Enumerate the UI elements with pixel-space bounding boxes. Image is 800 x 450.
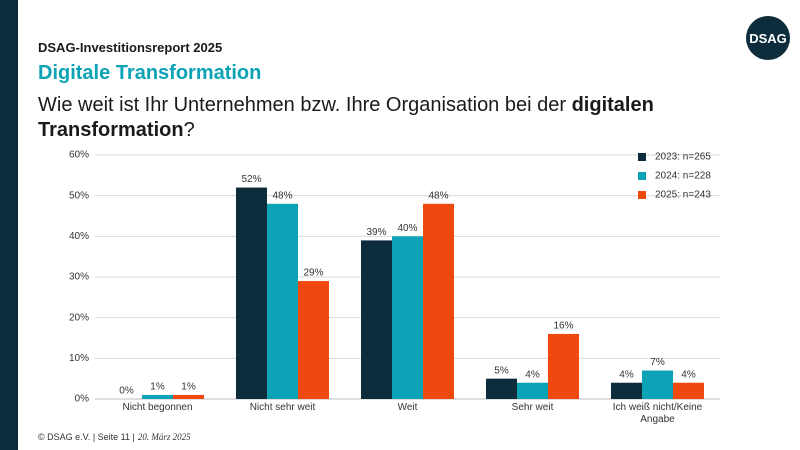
- legend-label: 2024: n=228: [655, 171, 711, 182]
- value-label: 4%: [619, 369, 634, 380]
- side-bar: [0, 0, 18, 450]
- bar: [423, 203, 454, 399]
- value-label: 4%: [681, 369, 696, 380]
- bar: [361, 240, 392, 399]
- x-tick-box: Nicht begonnen: [122, 402, 193, 413]
- bar: [142, 394, 173, 399]
- bar: [486, 378, 517, 399]
- y-tick-label: 50%: [69, 190, 89, 201]
- question-emphasis: digitalen: [571, 94, 654, 116]
- question-text: Wie weit ist Ihr Unternehmen bzw. Ihre O…: [38, 94, 572, 116]
- bar: [517, 382, 548, 399]
- question-text: ?: [183, 119, 195, 141]
- legend-swatch: [638, 172, 646, 180]
- value-label: 1%: [181, 382, 196, 393]
- bar: [173, 394, 204, 399]
- legend-swatch: [638, 153, 646, 161]
- y-tick-label: 10%: [69, 353, 89, 364]
- legend-label: 2025: n=243: [655, 190, 711, 201]
- footer-text: © DSAG e.V. | Seite 11 |: [38, 432, 135, 442]
- bar: [298, 281, 329, 399]
- x-tick-label: Ich weiß nicht/Keine Angabe: [612, 402, 703, 425]
- bar: [392, 236, 423, 399]
- y-tick-label: 30%: [69, 272, 89, 283]
- value-label: 5%: [494, 365, 509, 376]
- bar: [611, 382, 642, 399]
- value-label: 48%: [272, 190, 292, 201]
- value-label: 52%: [241, 174, 261, 185]
- report-title: DSAG-Investitionsreport 2025: [38, 40, 223, 55]
- bar: [548, 333, 579, 399]
- bar: [267, 203, 298, 399]
- value-label: 29%: [303, 268, 323, 279]
- x-tick-box: Nicht sehr weit: [249, 402, 316, 413]
- value-label: 48%: [428, 190, 448, 201]
- x-tick-box: Weit: [397, 402, 418, 413]
- value-label: 40%: [397, 223, 417, 234]
- x-tick-label: Sehr weit: [511, 402, 554, 413]
- x-tick-label: Nicht begonnen: [122, 402, 193, 413]
- legend-swatch: [638, 191, 646, 199]
- value-label: 4%: [525, 369, 540, 380]
- y-tick-label: 0%: [75, 394, 90, 405]
- y-tick-label: 40%: [69, 231, 89, 242]
- footer: © DSAG e.V. | Seite 11 | 20. März 2025: [38, 432, 191, 442]
- x-tick-label: Nicht sehr weit: [249, 402, 316, 413]
- section-title: Digitale Transformation: [38, 62, 262, 84]
- y-tick-label: 20%: [69, 312, 89, 323]
- value-label: 1%: [150, 382, 165, 393]
- bar: [673, 382, 704, 399]
- value-label: 16%: [553, 321, 573, 332]
- date: 20. März 2025: [137, 432, 191, 442]
- value-label: 0%: [119, 386, 134, 397]
- value-label: 7%: [650, 357, 665, 368]
- value-label: 39%: [366, 227, 386, 238]
- y-tick-label: 60%: [69, 150, 89, 161]
- bar: [236, 187, 267, 399]
- x-tick-box: Ich weiß nicht/Keine Angabe: [612, 402, 703, 425]
- question-emphasis: Transformation: [38, 119, 184, 141]
- x-tick-label: Weit: [397, 402, 418, 413]
- logo: DSAG: [746, 16, 790, 60]
- question: Wie weit ist Ihr Unternehmen bzw. Ihre O…: [38, 93, 654, 143]
- x-tick-box: Sehr weit: [511, 402, 554, 413]
- bar: [642, 370, 673, 399]
- legend-label: 2023: n=265: [655, 152, 711, 163]
